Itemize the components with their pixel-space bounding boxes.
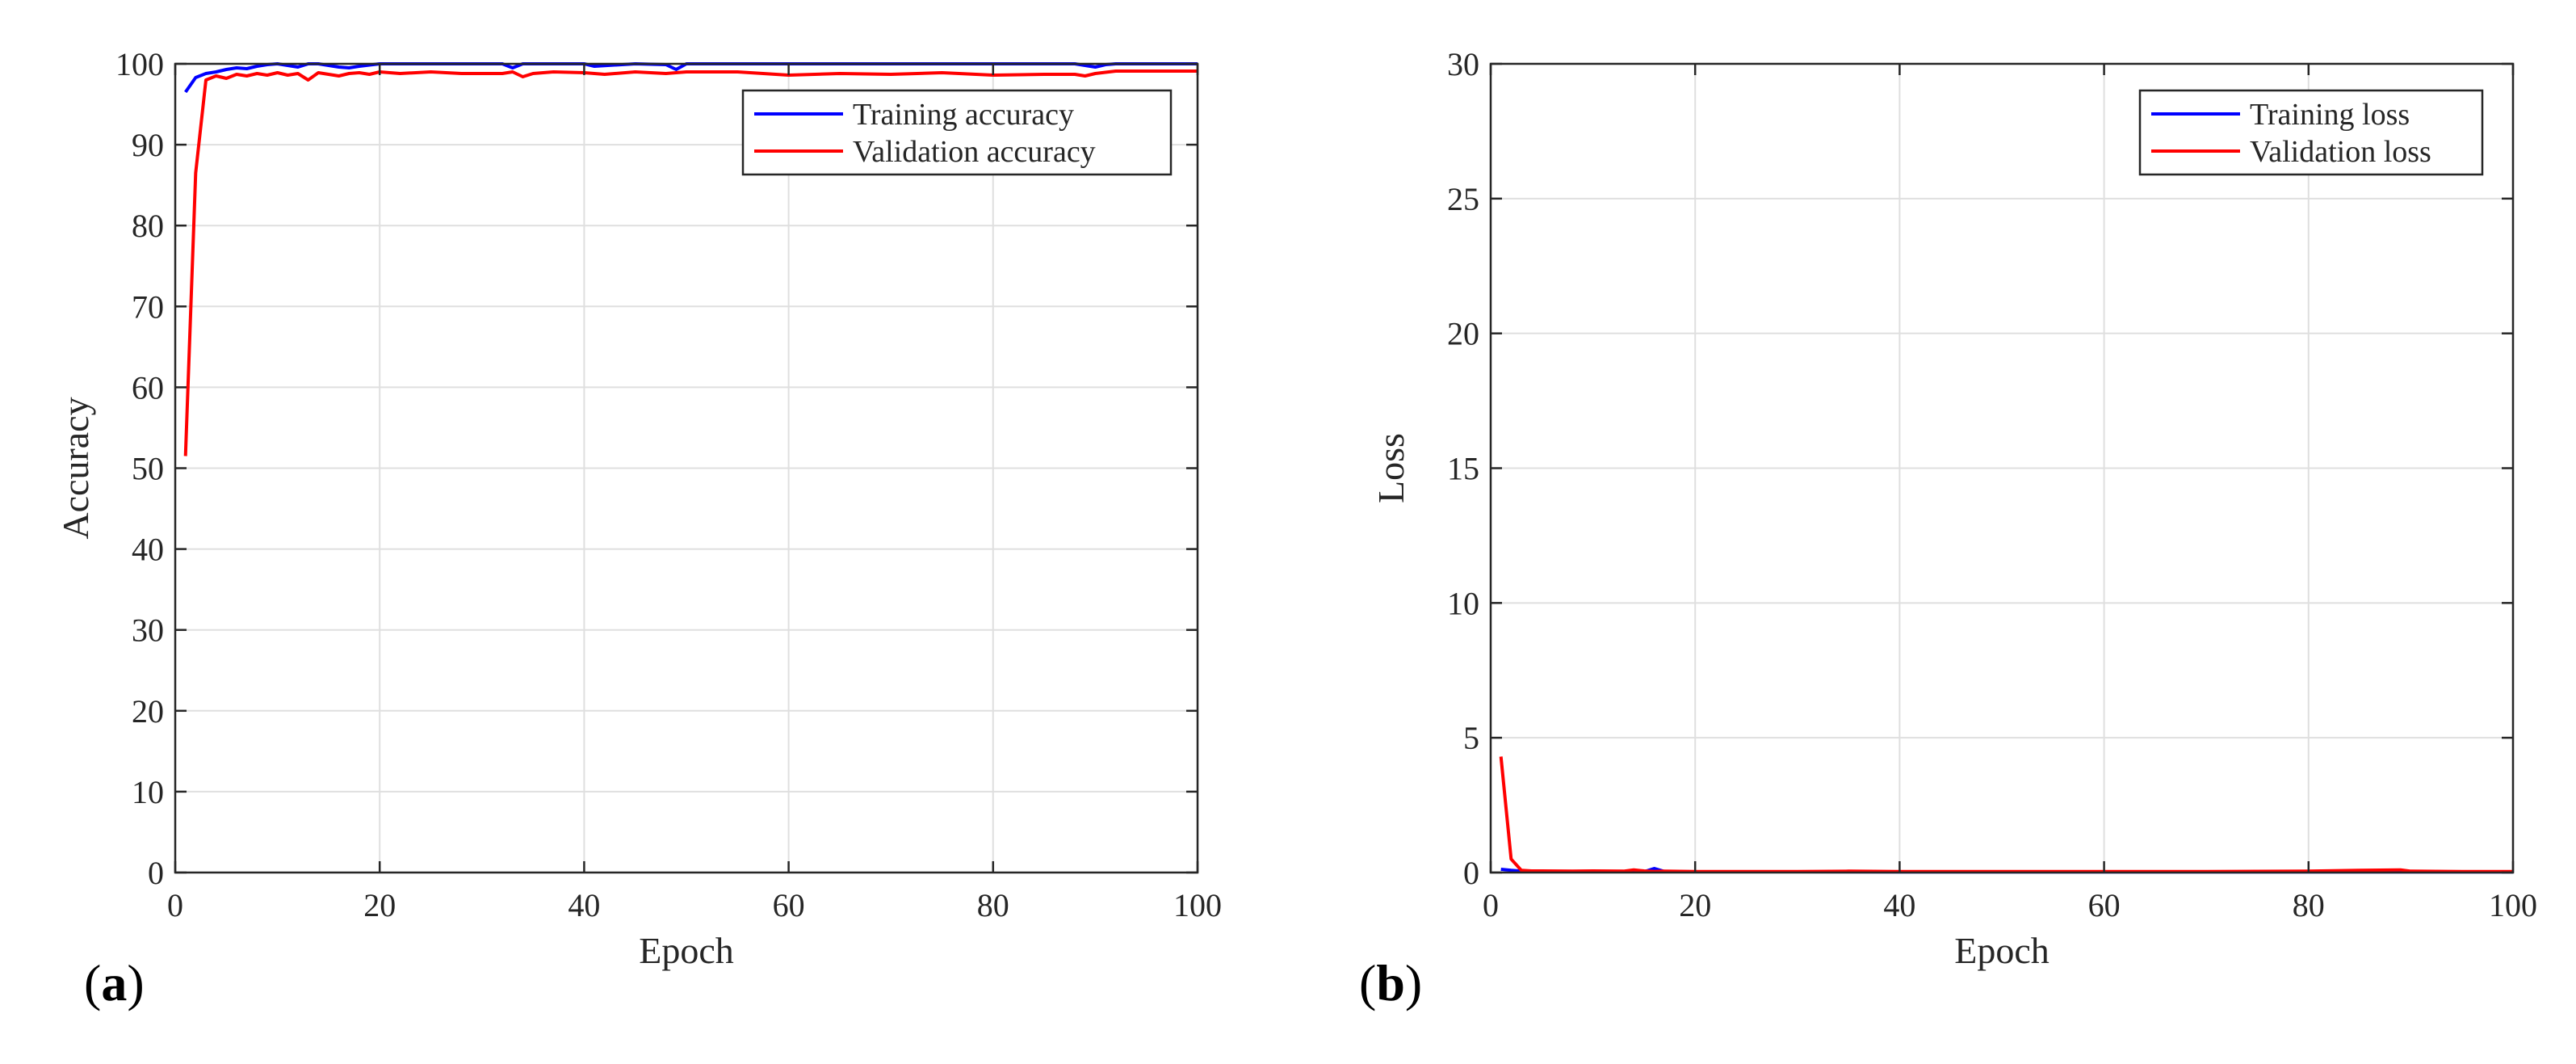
x-tick-label: 0	[1483, 887, 1499, 923]
x-tick-label: 60	[2088, 887, 2121, 923]
y-tick-label: 50	[132, 451, 164, 487]
y-tick-label: 0	[1463, 855, 1479, 891]
y-tick-label: 10	[1447, 585, 1479, 621]
x-tick-label: 20	[363, 887, 396, 923]
y-tick-label: 100	[115, 46, 164, 82]
y-tick-label: 30	[132, 612, 164, 649]
y-tick-label: 20	[132, 693, 164, 730]
y-tick-label: 5	[1463, 720, 1479, 756]
y-tick-label: 10	[132, 774, 164, 810]
chart-accuracy: 0 20 40 60 80 100 0 10 20 30 40 50 60 70 80 90 100 Epoch A…	[55, 46, 1222, 971]
legend-entry-0: Training loss	[2250, 98, 2410, 132]
series-line-0	[184, 62, 1198, 94]
x-tick-label: 0	[167, 887, 183, 923]
panel-label-b: (b)	[1359, 954, 1422, 1011]
y-tick-label: 25	[1447, 181, 1479, 217]
x-tick-label: 40	[1883, 887, 1915, 923]
y-axis-label: Accuracy	[55, 397, 96, 539]
x-axis-label: Epoch	[639, 930, 734, 971]
x-tick-label: 100	[2489, 887, 2537, 923]
legend-box	[2138, 89, 2484, 176]
y-tick-label: 0	[148, 855, 164, 891]
panel-label-a: (a)	[84, 954, 145, 1011]
series-line-1	[183, 69, 1198, 456]
chart-loss: 0 20 40 60 80 100 0 5 10 15 20 25 30 Epoch Loss Trainin…	[1370, 46, 2537, 971]
y-tick-label: 80	[132, 208, 164, 244]
y-tick-label: 20	[1447, 316, 1479, 352]
y-tick-label: 90	[132, 127, 164, 163]
y-tick-label: 60	[132, 369, 164, 406]
series-line-1	[1499, 756, 2513, 873]
x-tick-label: 100	[1173, 887, 1222, 923]
y-tick-label: 40	[132, 532, 164, 568]
legend-box	[741, 89, 1173, 176]
y-tick-label: 15	[1447, 451, 1479, 487]
x-tick-label: 40	[568, 887, 600, 923]
y-tick-label: 70	[132, 288, 164, 325]
y-tick-label: 30	[1447, 46, 1479, 82]
x-tick-label: 20	[1679, 887, 1711, 923]
legend-entry-0: Training accuracy	[853, 98, 1074, 132]
x-axis-label: Epoch	[1954, 930, 2049, 971]
y-axis-label: Loss	[1370, 433, 1412, 503]
x-tick-label: 80	[2293, 887, 2325, 923]
x-tick-label: 60	[773, 887, 805, 923]
x-tick-label: 80	[977, 887, 1009, 923]
legend-entry-1: Validation loss	[2250, 135, 2431, 169]
legend-entry-1: Validation accuracy	[853, 135, 1096, 169]
